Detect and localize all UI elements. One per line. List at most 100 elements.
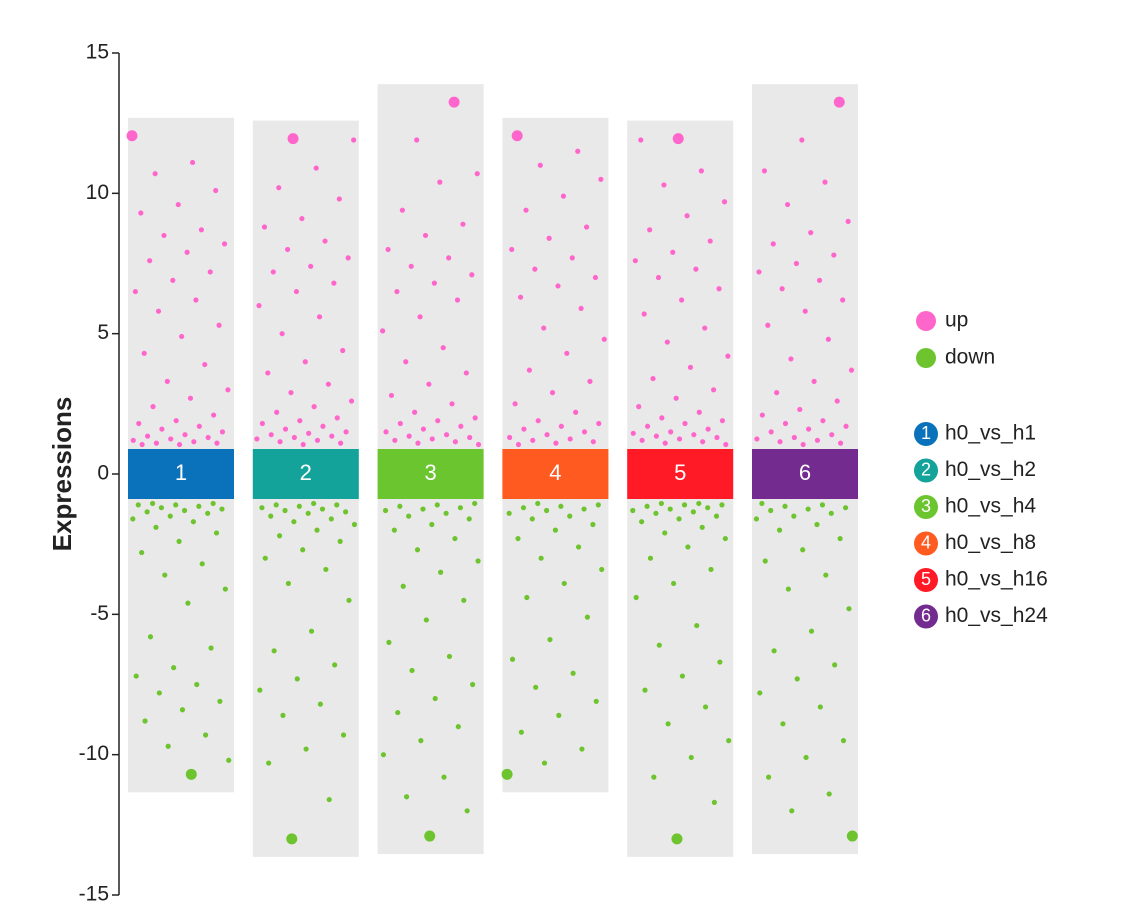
point	[426, 381, 432, 387]
legend-marker	[914, 458, 938, 483]
point	[819, 502, 826, 508]
point	[653, 433, 659, 439]
point	[671, 833, 683, 845]
point	[395, 709, 401, 716]
point	[326, 796, 332, 803]
point	[650, 375, 656, 382]
legend-label: h0_vs_h24	[945, 604, 1048, 627]
point	[452, 439, 459, 445]
point	[311, 500, 317, 507]
point	[702, 325, 708, 331]
point	[676, 436, 683, 442]
point	[469, 272, 475, 278]
point	[261, 224, 268, 230]
point	[334, 502, 340, 508]
point	[549, 390, 556, 396]
legend-number: 5	[921, 569, 931, 589]
point	[719, 418, 726, 424]
point	[803, 754, 809, 761]
point	[443, 510, 449, 516]
point	[256, 303, 262, 309]
point	[460, 221, 466, 227]
point	[268, 513, 274, 519]
point	[385, 246, 391, 253]
point	[725, 353, 731, 359]
point	[520, 505, 527, 511]
point	[268, 432, 274, 438]
point	[822, 179, 828, 185]
point	[526, 367, 532, 373]
point	[271, 648, 277, 654]
legend-label: up	[945, 309, 968, 332]
point	[345, 255, 351, 261]
point	[276, 533, 283, 539]
point	[647, 227, 653, 233]
point	[592, 274, 599, 281]
point	[708, 566, 714, 573]
point	[165, 743, 171, 749]
point	[762, 558, 768, 564]
point	[308, 628, 315, 634]
point	[266, 760, 272, 766]
point	[305, 510, 311, 516]
point	[546, 235, 552, 241]
point	[311, 404, 317, 410]
point	[598, 176, 604, 182]
point	[141, 350, 147, 356]
point	[515, 441, 522, 448]
point	[162, 572, 168, 578]
point	[167, 513, 173, 519]
point	[150, 404, 156, 410]
point	[164, 378, 170, 384]
point	[418, 738, 424, 744]
point	[340, 347, 346, 354]
point	[543, 507, 550, 514]
point	[380, 752, 387, 758]
point	[509, 246, 515, 253]
point	[463, 370, 469, 376]
point	[185, 600, 191, 606]
legend-label: h0_vs_h8	[945, 531, 1036, 554]
point	[280, 712, 286, 718]
point	[633, 594, 639, 601]
point	[170, 277, 176, 283]
point	[414, 547, 421, 553]
point	[443, 432, 450, 438]
point	[194, 681, 200, 688]
point	[717, 659, 723, 665]
point	[455, 724, 461, 730]
point	[168, 436, 174, 442]
point	[217, 698, 223, 704]
point	[670, 580, 677, 587]
point	[553, 440, 559, 446]
point	[205, 510, 211, 516]
point	[336, 196, 342, 202]
point	[814, 521, 820, 528]
point	[262, 555, 268, 561]
point	[329, 433, 335, 439]
category-label: 6	[799, 460, 811, 485]
point	[782, 503, 788, 509]
point	[685, 544, 691, 550]
point	[509, 656, 516, 662]
point	[761, 168, 768, 174]
point	[313, 165, 319, 171]
point	[144, 509, 150, 515]
point	[274, 409, 280, 415]
point	[431, 280, 437, 286]
point	[202, 732, 209, 738]
point	[423, 617, 429, 623]
point	[422, 232, 429, 239]
point	[270, 269, 276, 275]
point	[696, 409, 702, 415]
point	[569, 255, 575, 261]
point	[771, 648, 777, 654]
point	[644, 423, 651, 429]
point	[816, 277, 823, 283]
point	[564, 350, 570, 356]
point	[175, 201, 181, 208]
point	[533, 684, 539, 690]
point	[139, 441, 145, 448]
point	[179, 333, 185, 340]
